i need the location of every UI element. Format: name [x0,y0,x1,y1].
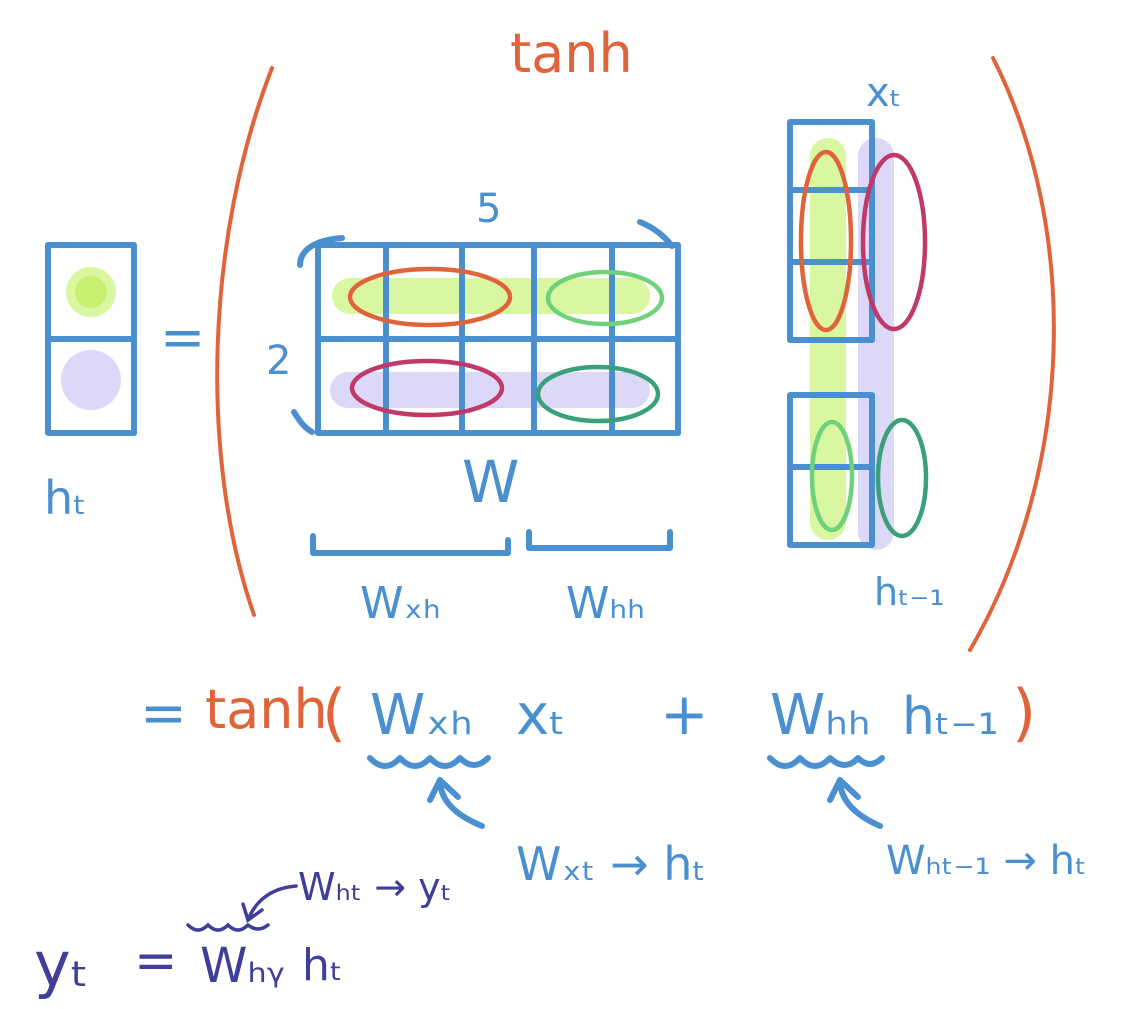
eq2-open-paren: ( [322,676,346,749]
wxh-annotation: Wₓₜ → hₜ [516,837,706,891]
eq2-xt: xₜ [516,683,566,748]
eq3-ht: hₜ [302,940,343,991]
why-annotation-arrow [246,884,298,922]
wxh-underline-squiggle [367,755,491,769]
why-underline-squiggle [186,922,270,932]
w-oval-row2-left [349,358,505,418]
w-top-left-brace [297,235,345,268]
ht-prev-column-highlight [858,138,894,550]
yt-label: yₜ [34,928,89,1001]
w-top-right-brace [637,219,675,249]
wxh-brace [310,533,511,556]
xt-oval-orange [798,149,854,333]
whh-brace [526,529,673,551]
outer-left-paren [215,66,274,617]
w-rows-label: 2 [266,338,291,384]
ht-vector [45,242,137,436]
whh-underline-squiggle [767,755,885,769]
xt-box [787,119,875,343]
w-bottom-left-brace [291,409,315,435]
w-row-2-highlight [330,372,650,408]
eq3-why: Wₕᵧ [200,938,285,994]
wxh-arrowhead [427,777,461,803]
w-oval-row1-right [545,269,665,327]
ht-label: hₜ [44,471,87,525]
w-row-1-highlight [332,278,650,314]
ht-prev-oval-green-dark [875,417,929,539]
equals-sign-3: = [134,931,178,991]
w-matrix [315,242,681,436]
eq2-tanh: tanh [205,678,328,741]
wxh-label: Wₓₕ [360,578,441,629]
eq2-plus: + [660,680,709,748]
why-arrowhead [241,902,264,923]
equals-sign-1: = [160,306,205,369]
w-oval-row1-left [347,266,513,328]
ht-prev-oval-green-light [809,419,855,533]
ht-cell-1-dot-core [75,276,107,308]
w-cols-label: 5 [476,186,501,232]
whh-annotation: Wₕₜ₋₁ → hₜ [886,838,1087,884]
eq2-whh: Wₕₕ [770,683,871,748]
ht-prev-label: hₜ₋₁ [874,570,945,614]
whh-arrowhead [827,777,861,803]
w-label: W [462,448,519,516]
why-annotation: Wₕₜ → yₜ [298,865,452,909]
equals-sign-2: = [140,681,187,746]
whh-label: Wₕₕ [566,578,645,629]
eq2-ht-prev: hₜ₋₁ [902,687,999,747]
eq2-close-paren: ) [1012,676,1036,749]
outer-right-paren [968,56,1056,652]
xt-oval-magenta [860,152,928,332]
input-vector [787,119,929,550]
ht-cell-2-dot [61,350,121,410]
w-oval-row2-right [535,364,661,424]
xt-label: xₜ [866,70,901,116]
tanh-title: tanh [510,22,633,85]
eq2-wxh: Wₓₕ [370,683,473,748]
